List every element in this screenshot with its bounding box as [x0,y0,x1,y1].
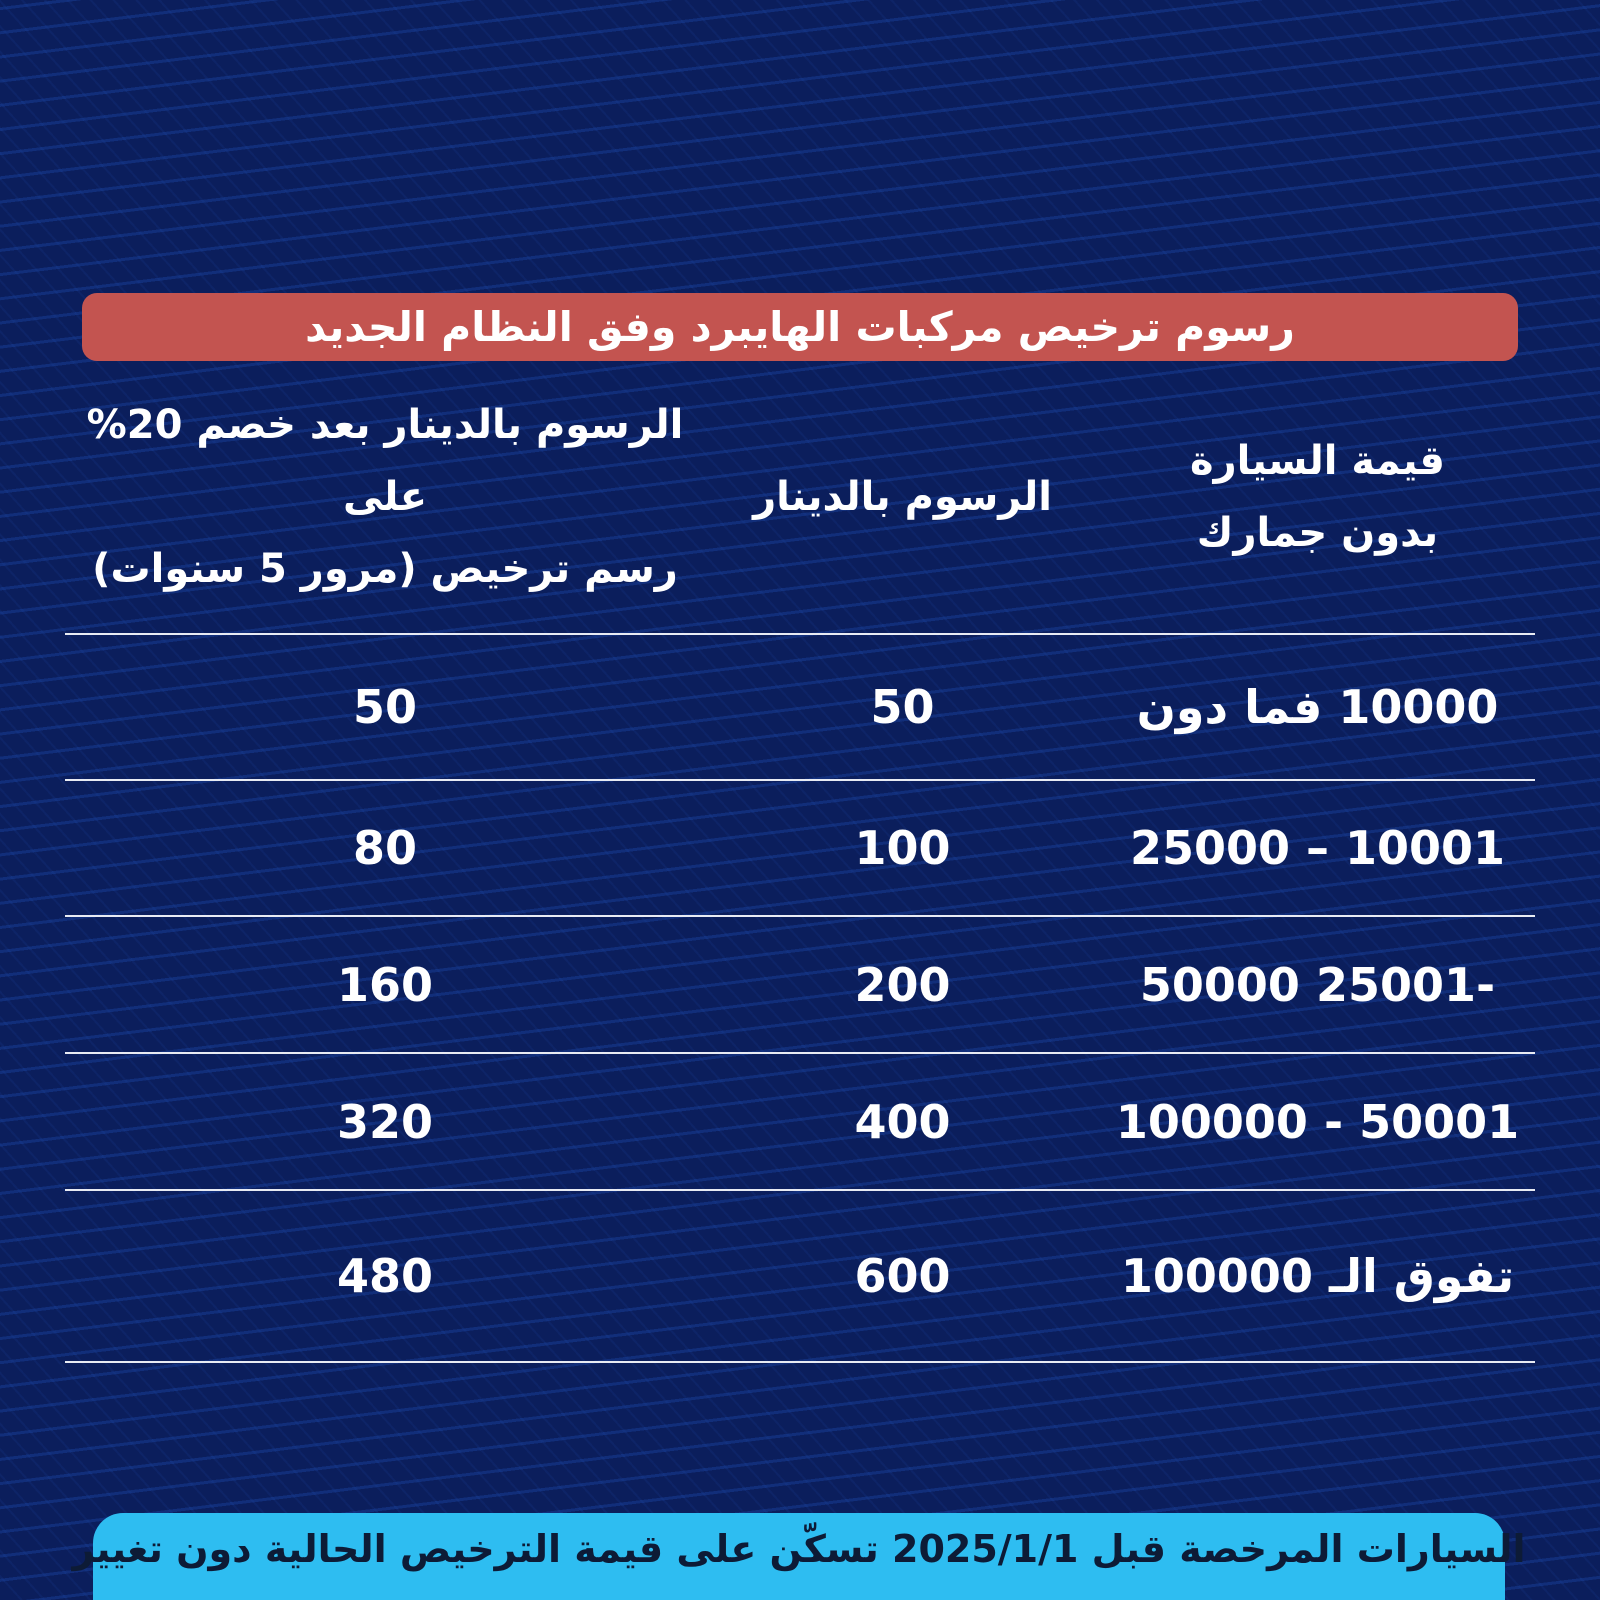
cell-discounted-fee: 80 [353,821,418,875]
cell-fee: 400 [854,1094,951,1149]
cell-fee: 600 [854,1249,951,1303]
cell-car-value: -25001 50000 [1139,957,1496,1012]
title-text: رسوم ترخيص مركبات الهايبرد وفق النظام ال… [305,303,1295,351]
table-row: 50001 - 100000 400 320 [65,1052,1535,1189]
header-line: رسم ترخيص (مرور 5 سنوات) [92,546,678,592]
title-banner: رسوم ترخيص مركبات الهايبرد وفق النظام ال… [82,293,1518,361]
footer-banner: السيارات المرخصة قبل 2025/1/1 تسكّن على … [72,1513,1526,1600]
cell-car-value: تفوق الـ 100000 [1120,1249,1515,1303]
cell-car-value: 10001 – 25000 [1129,821,1506,875]
header-line: قيمة السيارة [1190,438,1445,484]
fees-table: قيمة السيارة بدون جمارك الرسوم بالدينار … [65,361,1535,1363]
cell-fee: 200 [854,957,951,1012]
table-row: 10000 فما دون 50 50 [65,633,1535,779]
column-header-fee: الرسوم بالدينار [705,361,1100,633]
cell-car-value: 10000 فما دون [1136,680,1499,734]
table-row: -25001 50000 200 160 [65,915,1535,1052]
cell-discounted-fee: 320 [336,1094,434,1149]
cell-discounted-fee: 160 [336,957,434,1012]
cell-discounted-fee: 480 [336,1249,434,1303]
table-row: 10001 – 25000 100 80 [65,779,1535,915]
footer-text: السيارات المرخصة قبل 2025/1/1 تسكّن على … [72,1527,1526,1571]
cell-fee: 100 [854,821,951,875]
header-line: بدون جمارك [1196,510,1439,556]
cell-car-value: 50001 - 100000 [1115,1094,1520,1149]
cell-discounted-fee: 50 [353,680,418,734]
header-line: الرسوم بالدينار [753,474,1052,520]
table-header-row: قيمة السيارة بدون جمارك الرسوم بالدينار … [65,361,1535,633]
column-header-discounted-fee: الرسوم بالدينار بعد خصم 20% على رسم ترخي… [65,361,705,633]
table-row: تفوق الـ 100000 600 480 [65,1189,1535,1363]
column-header-car-value: قيمة السيارة بدون جمارك [1100,361,1535,633]
header-line: الرسوم بالدينار بعد خصم 20% على [86,402,684,520]
cell-fee: 50 [870,680,935,734]
